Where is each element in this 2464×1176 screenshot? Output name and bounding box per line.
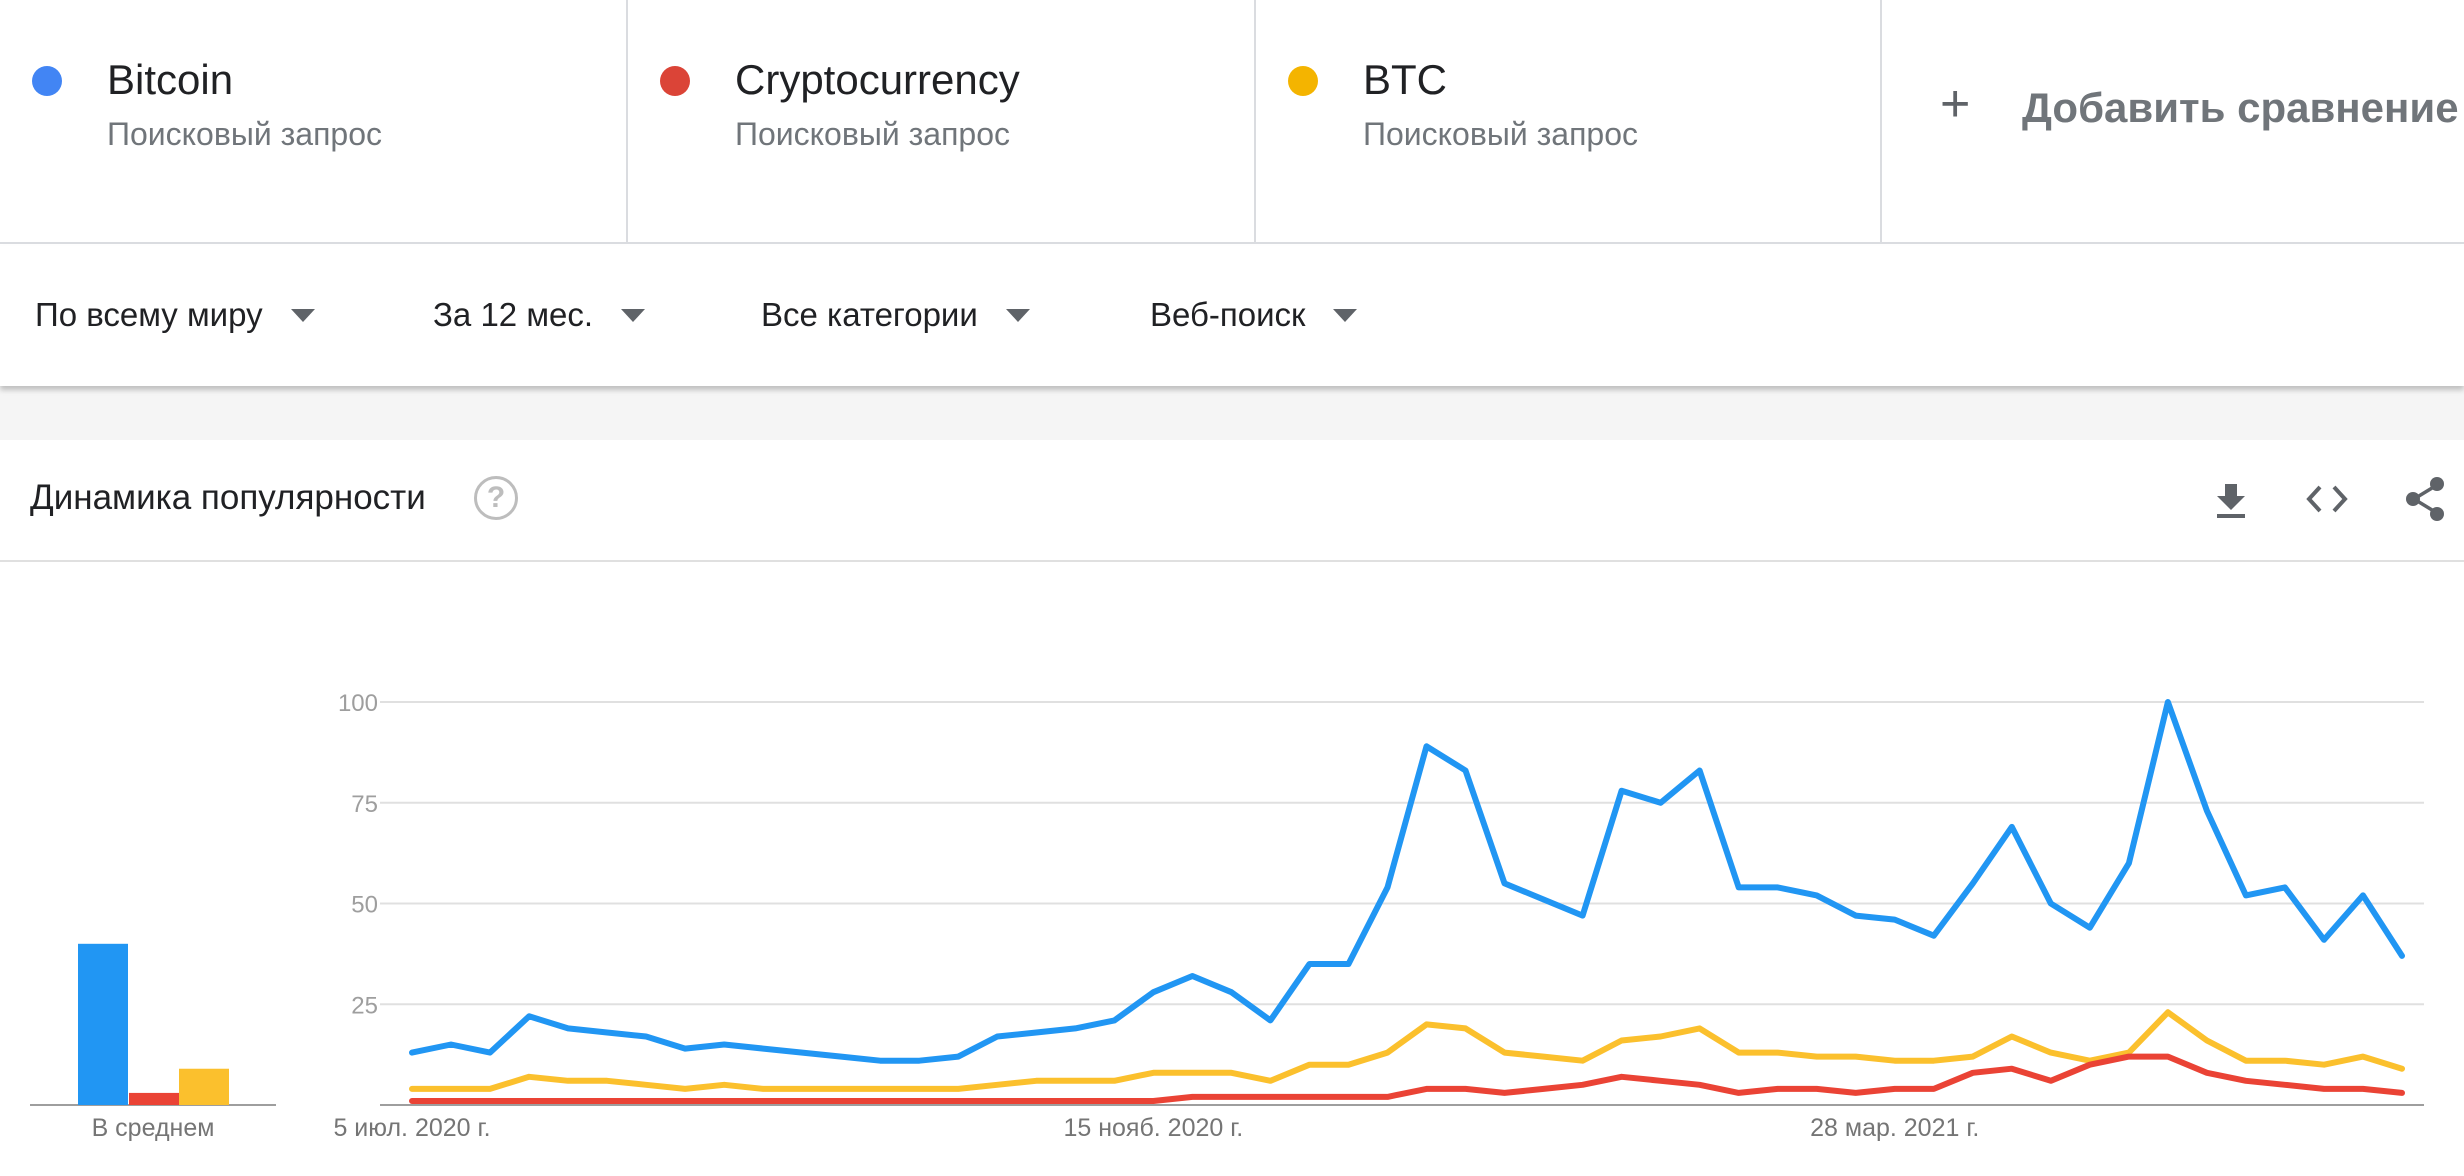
term-card-cryptocurrency[interactable]: Cryptocurrency Поисковый запрос [628,0,1256,244]
filters-bar: По всему миру За 12 мес. Все категории В… [0,246,2464,386]
average-bar-bitcoin [78,943,128,1105]
add-comparison-label: Добавить сравнение [2022,84,2459,131]
caret-down-icon [1333,308,1358,322]
series-line-btc[interactable] [409,1009,2405,1092]
caret-down-icon [1005,308,1030,322]
y-tick-label: 50 [351,892,378,919]
x-tick-label: 5 июл. 2020 г. [333,1114,490,1142]
y-axis-ticks: 25 50 75 100 [338,690,378,1019]
filter-period[interactable]: За 12 мес. [433,296,646,334]
embed-code-icon[interactable] [2302,474,2352,524]
filter-label: По всему миру [35,296,263,333]
filter-category[interactable]: Все категории [761,296,1030,334]
caret-down-icon [621,308,646,322]
series-color-dot [32,66,62,96]
term-card-btc[interactable]: BTC Поисковый запрос [1256,0,1882,244]
term-name[interactable]: Cryptocurrency [735,56,1020,103]
chart-series [409,699,2405,1104]
term-name[interactable]: Bitcoin [107,56,234,103]
filter-label: Все категории [761,296,978,333]
caret-down-icon [290,308,315,322]
plus-icon: + [1940,75,1971,133]
series-line-cryptocurrency[interactable] [409,1053,2405,1104]
term-name[interactable]: BTC [1363,56,1447,103]
chart-gridlines [380,701,2424,1106]
help-icon[interactable]: ? [474,476,518,520]
term-type: Поисковый запрос [1363,116,1638,152]
interest-over-time-chart: В среднем 25 50 75 100 5 июл. 2020 г. 15 ноя… [30,690,2424,1142]
series-color-dot [1288,66,1318,96]
filter-label: За 12 мес. [433,296,594,333]
widget-header: Динамика популярности ? [0,440,2464,562]
add-comparison-button[interactable]: + Добавить сравнение [1882,0,2464,244]
filter-region[interactable]: По всему миру [35,296,315,334]
average-label: В среднем [92,1114,215,1142]
widget-title: Динамика популярности [30,478,426,517]
term-card-bitcoin[interactable]: Bitcoin Поисковый запрос [0,0,628,244]
series-color-dot [660,66,690,96]
search-terms-bar: Bitcoin Поисковый запрос Cryptocurrency … [0,0,2464,244]
filter-label: Веб-поиск [1150,296,1306,333]
average-bar-btc [179,1068,229,1105]
x-axis-ticks: 5 июл. 2020 г. 15 нояб. 2020 г. 28 мар. 20… [333,1114,1979,1142]
y-tick-label: 75 [351,791,378,818]
section-separator [0,386,2464,440]
share-icon[interactable] [2400,474,2450,524]
x-tick-label: 28 мар. 2021 г. [1810,1114,1979,1142]
term-type: Поисковый запрос [107,116,382,152]
y-tick-label: 100 [338,690,378,717]
average-bars [30,943,276,1106]
filter-search-type[interactable]: Веб-поиск [1150,296,1358,334]
y-tick-label: 25 [351,992,378,1019]
average-bar-cryptocurrency [129,1092,179,1105]
x-tick-label: 15 нояб. 2020 г. [1063,1114,1243,1142]
download-icon[interactable] [2206,474,2256,524]
term-type: Поисковый запрос [735,116,1010,152]
series-line-bitcoin[interactable] [409,699,2405,1064]
